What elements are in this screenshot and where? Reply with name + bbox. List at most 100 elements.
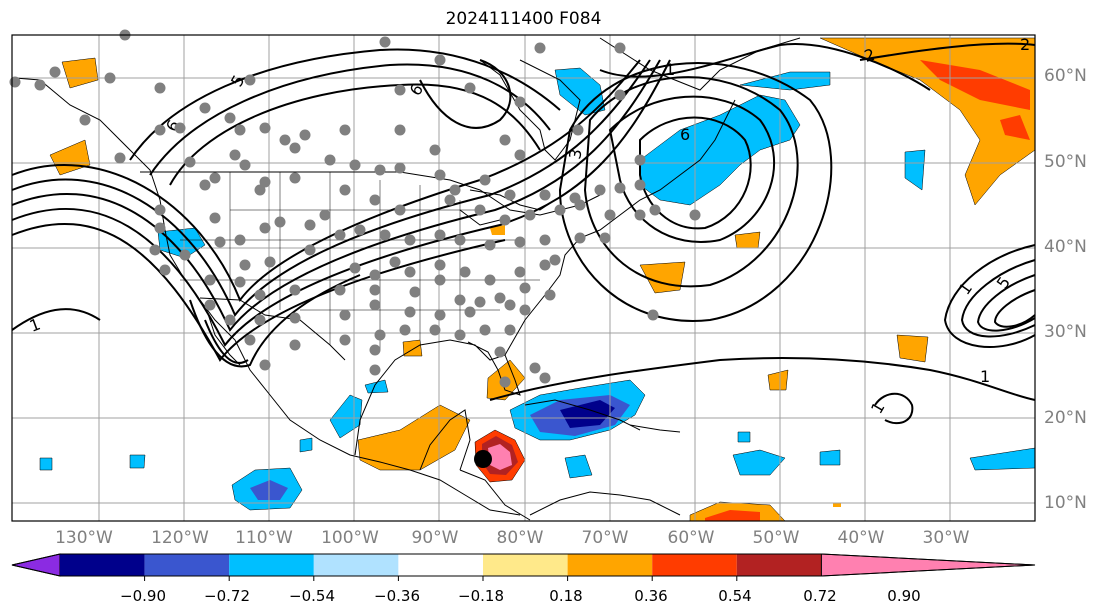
station-marker xyxy=(369,344,381,356)
station-marker xyxy=(34,79,46,91)
station-marker xyxy=(594,184,606,196)
station-marker xyxy=(349,262,361,274)
colorbar-segment xyxy=(652,554,737,576)
station-marker xyxy=(289,284,301,296)
border-us-canada xyxy=(140,171,601,216)
station-marker xyxy=(199,179,211,191)
contour-ridge-7 xyxy=(204,319,249,364)
map-title: 2024111400 F084 xyxy=(445,9,602,29)
station-marker xyxy=(504,324,516,336)
lat-label: 30°N xyxy=(1044,322,1087,342)
colorbar-segment xyxy=(144,554,230,576)
contour-low-east-3 xyxy=(976,274,1036,332)
anomaly-negative-small-4 xyxy=(299,437,313,453)
colorbar-segment xyxy=(736,554,822,576)
anomaly-positive-small-2 xyxy=(490,225,505,235)
anomaly-positive-caribbean-core xyxy=(488,444,512,470)
station-marker xyxy=(204,274,216,286)
anomaly-positive-northeast-core xyxy=(920,60,1030,110)
station-marker xyxy=(339,184,351,196)
station-marker xyxy=(599,232,611,244)
station-marker xyxy=(369,269,381,281)
station-marker xyxy=(539,189,551,201)
contour-2-northeast xyxy=(859,42,1036,61)
station-marker xyxy=(304,244,316,256)
station-marker xyxy=(339,124,351,136)
station-marker xyxy=(574,199,586,211)
station-marker xyxy=(484,274,496,286)
station-marker xyxy=(614,42,626,54)
anomaly-positive-northeast-core-2 xyxy=(1000,115,1030,140)
station-marker xyxy=(499,376,511,388)
station-marker xyxy=(444,194,456,206)
contour-low-atlantic-4 xyxy=(558,62,833,322)
station-marker xyxy=(224,314,236,326)
station-marker xyxy=(504,299,516,311)
station-marker xyxy=(274,216,286,228)
contour-ridge-6 xyxy=(189,274,361,368)
station-marker xyxy=(369,299,381,311)
station-marker xyxy=(464,82,476,94)
coastline-gulf xyxy=(354,339,521,456)
station-marker xyxy=(334,229,346,241)
station-marker xyxy=(464,306,476,318)
station-marker xyxy=(429,324,441,336)
anomaly-positive-atlantic-3 xyxy=(896,334,929,363)
station-marker xyxy=(399,324,411,336)
station-marker xyxy=(394,204,406,216)
contour-trough-north xyxy=(129,48,561,161)
station-marker xyxy=(379,36,391,48)
station-marker xyxy=(299,129,311,141)
colorbar-segment xyxy=(313,554,399,576)
contour-label: 6 xyxy=(680,125,690,144)
lon-label: 130°W xyxy=(55,528,113,548)
negative-anomaly-shading xyxy=(39,67,1036,511)
station-marker xyxy=(434,309,446,321)
anomaly-negative-labrador xyxy=(639,94,801,206)
station-marker xyxy=(614,89,626,101)
station-marker xyxy=(239,159,251,171)
contour-label: 2 xyxy=(862,45,877,66)
station-marker xyxy=(259,359,271,371)
station-marker xyxy=(539,234,551,246)
station-marker xyxy=(234,276,246,288)
station-marker xyxy=(334,284,346,296)
contour-low-atlantic-3 xyxy=(583,76,799,288)
station-marker xyxy=(339,309,351,321)
station-marker xyxy=(499,214,511,226)
lat-label: 60°N xyxy=(1044,66,1087,86)
station-marker xyxy=(634,179,646,191)
station-marker xyxy=(634,209,646,221)
station-marker xyxy=(339,334,351,346)
station-marker xyxy=(529,362,541,374)
station-marker xyxy=(534,42,546,54)
anomaly-negative-caribbean-core xyxy=(560,400,615,428)
station-marker xyxy=(549,254,561,266)
anomaly-positive-atlantic-2 xyxy=(734,231,761,249)
station-marker xyxy=(479,324,491,336)
station-marker xyxy=(104,72,116,84)
station-marker xyxy=(394,84,406,96)
station-marker xyxy=(374,329,386,341)
anomaly-positive-atlantic-4 xyxy=(767,369,789,391)
contour-low-east-4 xyxy=(993,289,1036,328)
station-marker xyxy=(434,54,446,66)
station-marker xyxy=(229,149,241,161)
lon-label: 80°W xyxy=(496,528,544,548)
station-marker xyxy=(404,306,416,318)
contour-label: 3 xyxy=(565,147,585,160)
colorbar-tick-label: −0.72 xyxy=(204,587,250,605)
station-marker xyxy=(389,256,401,268)
contour-ridge-4 xyxy=(11,59,671,347)
colorbar-tick-label: 0.72 xyxy=(803,587,837,605)
anomaly-negative-western-us xyxy=(157,227,206,259)
station-marker xyxy=(514,149,526,161)
station-marker xyxy=(289,142,301,154)
colorbar-tick-label: −0.90 xyxy=(120,587,166,605)
lat-label: 20°N xyxy=(1044,408,1087,428)
station-marker xyxy=(494,292,506,304)
colorbar-segment xyxy=(60,554,145,576)
station-marker xyxy=(647,309,659,321)
coastline-baja xyxy=(204,304,241,366)
